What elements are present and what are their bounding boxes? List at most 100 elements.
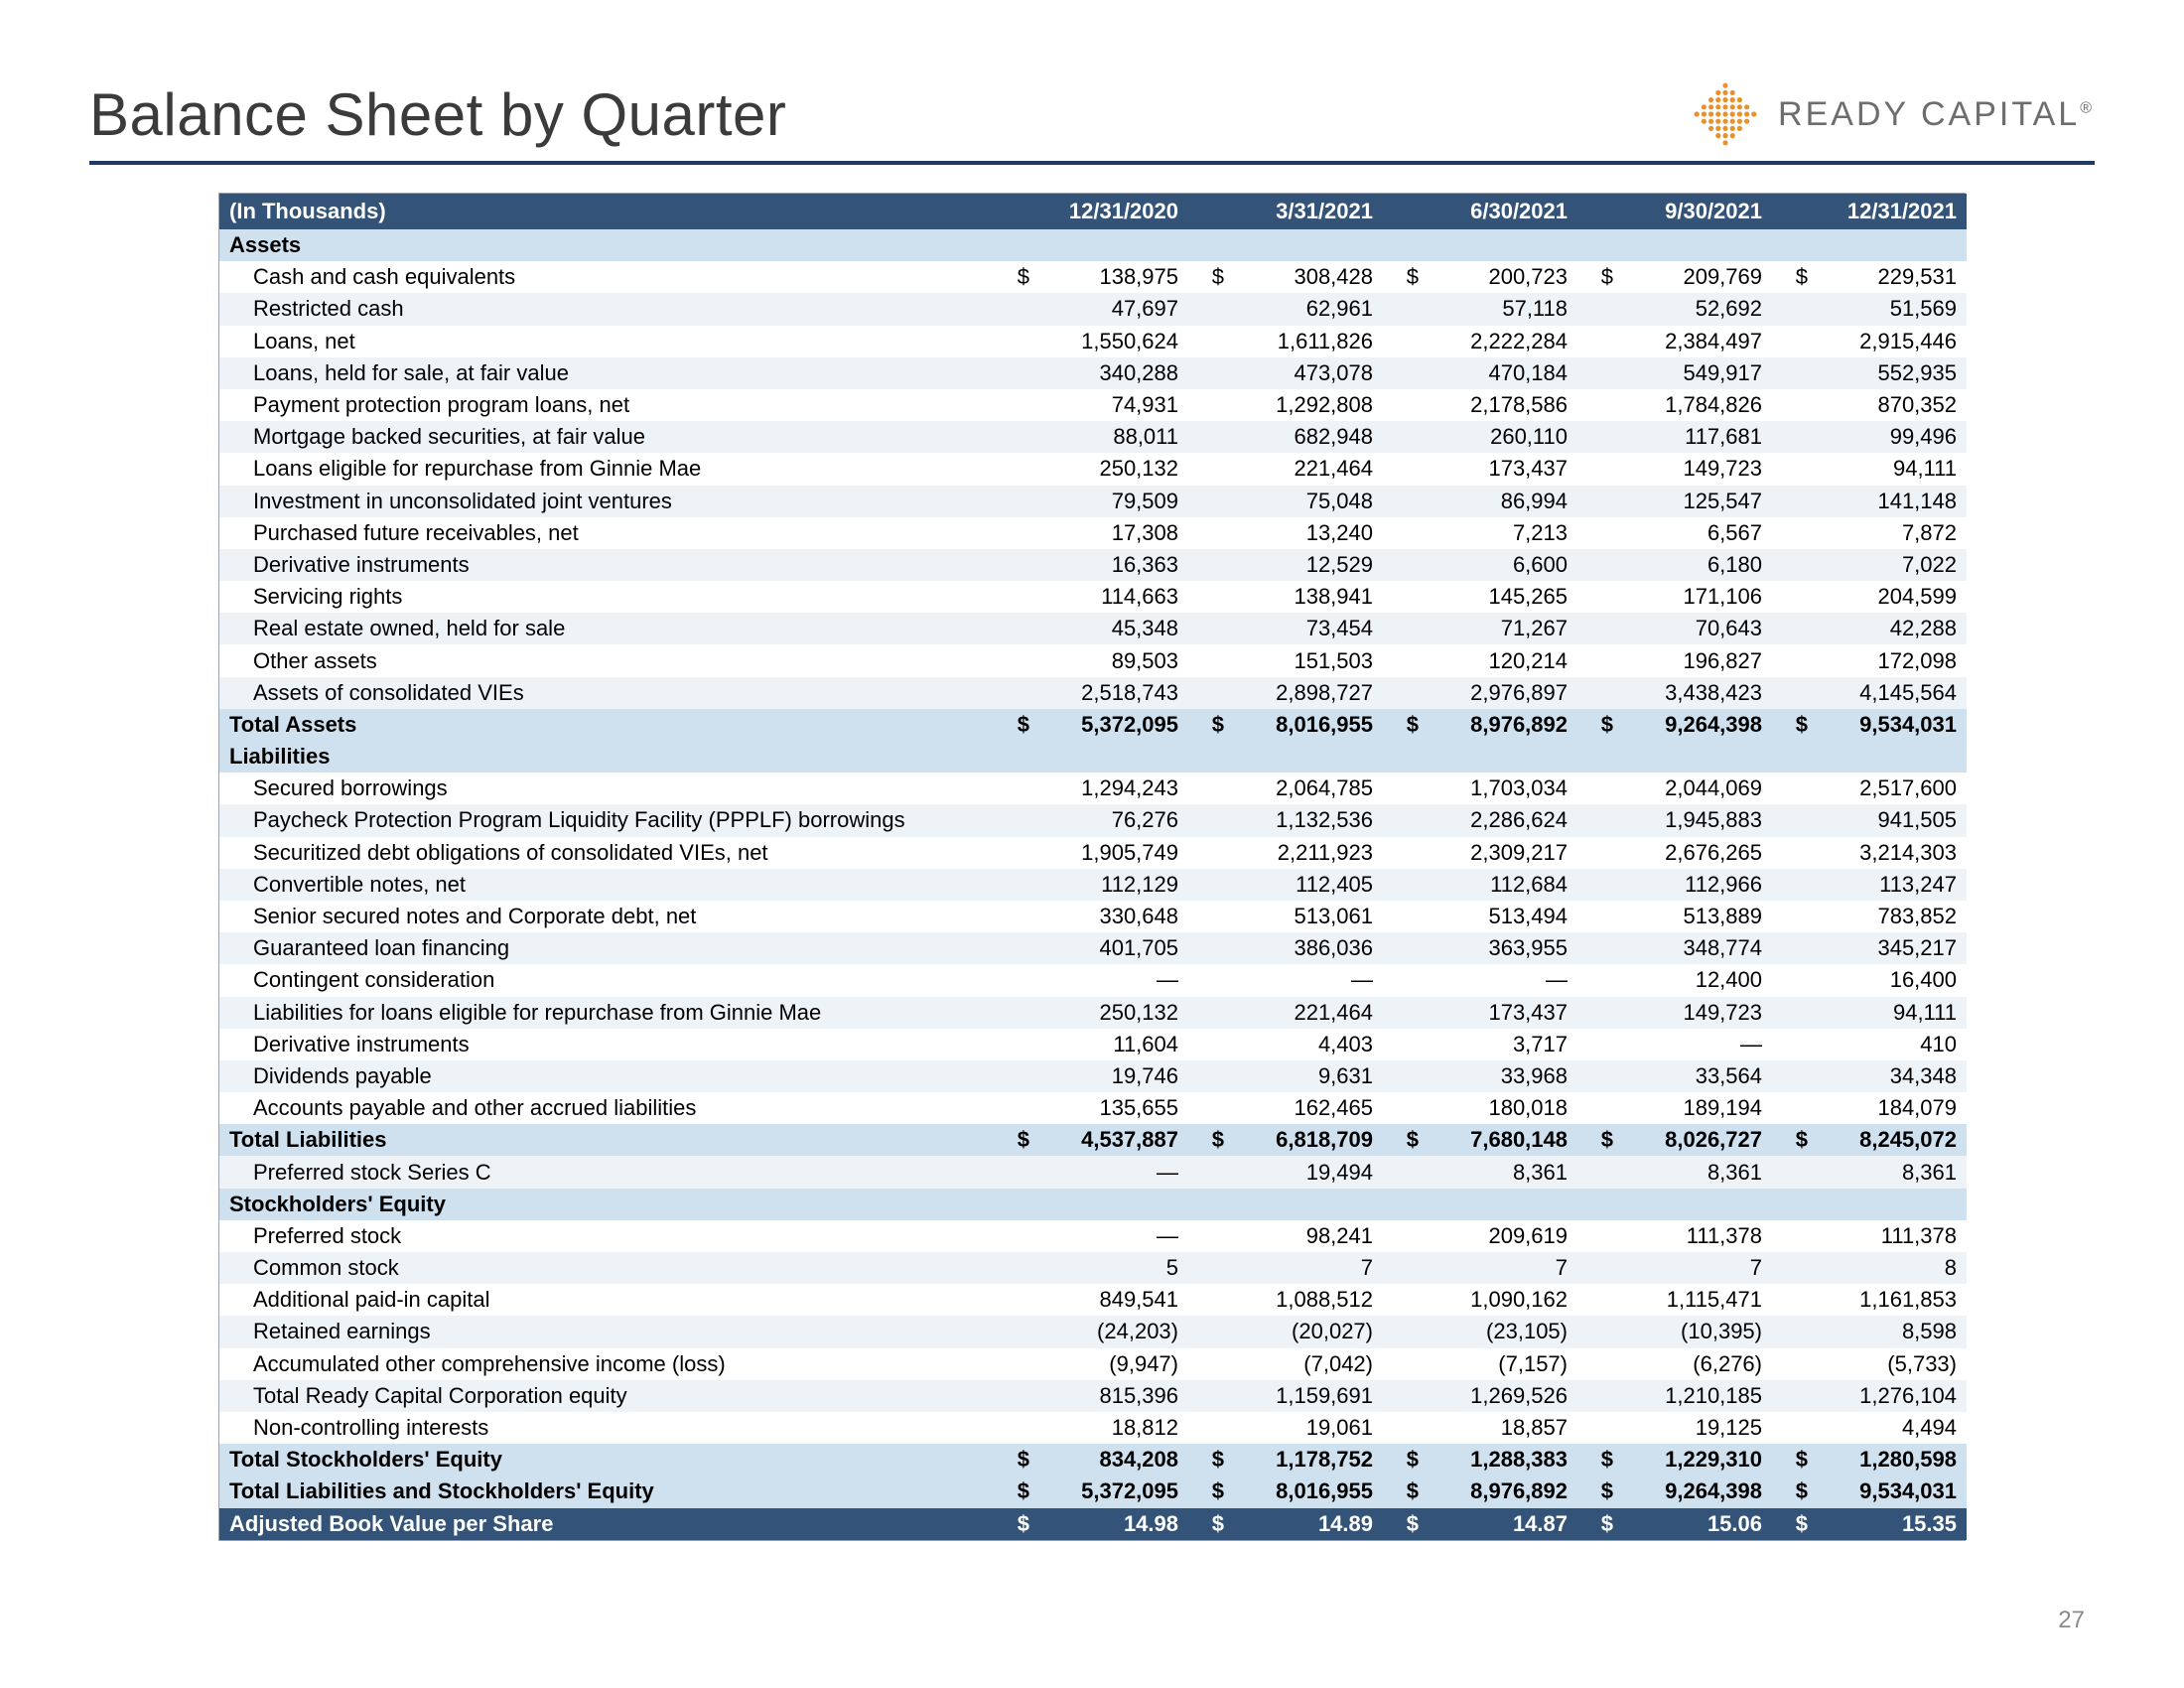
row-value: 171,106 xyxy=(1615,581,1772,613)
currency-symbol xyxy=(1577,1380,1615,1412)
row-label: Secured borrowings xyxy=(219,773,994,804)
currency-symbol: $ xyxy=(1772,1476,1810,1507)
row-value: 2,178,586 xyxy=(1421,389,1577,421)
row-value: 1,784,826 xyxy=(1615,389,1772,421)
row-value: 2,044,069 xyxy=(1615,773,1772,804)
currency-symbol xyxy=(1383,1316,1421,1347)
currency-symbol xyxy=(1772,869,1810,901)
row-value: 113,247 xyxy=(1810,869,1967,901)
row-value: — xyxy=(1031,964,1188,996)
currency-symbol: $ xyxy=(994,1476,1031,1507)
currency-symbol xyxy=(1772,549,1810,581)
row-value: 42,288 xyxy=(1810,613,1967,644)
row-value: 348,774 xyxy=(1615,932,1772,964)
currency-symbol xyxy=(1383,964,1421,996)
brand-logo-icon xyxy=(1691,79,1760,149)
currency-symbol xyxy=(1577,453,1615,485)
row-value: 4,494 xyxy=(1810,1412,1967,1444)
currency-symbol xyxy=(994,613,1031,644)
row-value: 8,361 xyxy=(1810,1156,1967,1188)
row-value: 513,889 xyxy=(1615,901,1772,932)
row-value: 138,941 xyxy=(1226,581,1383,613)
row-value: 7,872 xyxy=(1810,517,1967,549)
currency-symbol: $ xyxy=(1188,1476,1226,1507)
row-label: Liabilities for loans eligible for repur… xyxy=(219,997,994,1029)
table-row: Assets of consolidated VIEs2,518,7432,89… xyxy=(219,677,1967,709)
row-value: 19,061 xyxy=(1226,1412,1383,1444)
row-value: 9,534,031 xyxy=(1810,709,1967,741)
currency-symbol xyxy=(994,421,1031,453)
row-label: Cash and cash equivalents xyxy=(219,261,994,293)
currency-symbol: $ xyxy=(1383,1124,1421,1156)
currency-symbol xyxy=(1383,357,1421,389)
table-row: Preferred stock Series C—19,4948,3618,36… xyxy=(219,1156,1967,1188)
row-value: 180,018 xyxy=(1421,1092,1577,1124)
row-value: 549,917 xyxy=(1615,357,1772,389)
currency-symbol xyxy=(1577,1060,1615,1092)
row-value: 1,269,526 xyxy=(1421,1380,1577,1412)
total-row: Total Liabilities$4,537,887$6,818,709$7,… xyxy=(219,1124,1967,1156)
row-value: 14.87 xyxy=(1421,1508,1577,1540)
currency-symbol: $ xyxy=(1383,709,1421,741)
row-value: 330,648 xyxy=(1031,901,1188,932)
row-label: Derivative instruments xyxy=(219,549,994,581)
currency-symbol xyxy=(1188,869,1226,901)
table-row: Securitized debt obligations of consolid… xyxy=(219,837,1967,869)
balance-sheet-table: (In Thousands)12/31/20203/31/20216/30/20… xyxy=(219,194,1967,1540)
header-label: (In Thousands) xyxy=(219,194,994,229)
currency-symbol xyxy=(1772,964,1810,996)
table-row: Loans, net1,550,6241,611,8262,222,2842,3… xyxy=(219,326,1967,357)
row-value: — xyxy=(1226,964,1383,996)
table-row: Servicing rights114,663138,941145,265171… xyxy=(219,581,1967,613)
currency-symbol xyxy=(1383,421,1421,453)
row-value: 1,288,383 xyxy=(1421,1444,1577,1476)
currency-symbol xyxy=(1188,1284,1226,1316)
currency-symbol xyxy=(1188,421,1226,453)
currency-symbol xyxy=(1577,1092,1615,1124)
currency-symbol xyxy=(994,997,1031,1029)
currency-symbol xyxy=(1577,357,1615,389)
row-value: 1,280,598 xyxy=(1810,1444,1967,1476)
row-value: 2,211,923 xyxy=(1226,837,1383,869)
currency-symbol xyxy=(994,964,1031,996)
currency-symbol xyxy=(1772,1284,1810,1316)
header-date: 12/31/2020 xyxy=(1031,194,1188,229)
section-row: Assets xyxy=(219,229,1967,261)
currency-symbol xyxy=(994,804,1031,836)
row-value: 125,547 xyxy=(1615,486,1772,517)
currency-symbol xyxy=(994,1156,1031,1188)
currency-symbol xyxy=(1383,1252,1421,1284)
currency-symbol xyxy=(1383,1380,1421,1412)
row-value: 308,428 xyxy=(1226,261,1383,293)
currency-symbol xyxy=(994,326,1031,357)
currency-symbol xyxy=(994,581,1031,613)
row-value: 8,361 xyxy=(1421,1156,1577,1188)
currency-symbol xyxy=(1383,453,1421,485)
currency-symbol xyxy=(1577,773,1615,804)
row-value: 941,505 xyxy=(1810,804,1967,836)
row-value: 3,438,423 xyxy=(1615,677,1772,709)
row-value: 2,286,624 xyxy=(1421,804,1577,836)
row-value: 204,599 xyxy=(1810,581,1967,613)
row-value: 870,352 xyxy=(1810,389,1967,421)
currency-symbol xyxy=(1188,1380,1226,1412)
row-value: 1,229,310 xyxy=(1615,1444,1772,1476)
row-value: 6,567 xyxy=(1615,517,1772,549)
currency-symbol xyxy=(1577,517,1615,549)
row-value: 250,132 xyxy=(1031,997,1188,1029)
row-value: 1,178,752 xyxy=(1226,1444,1383,1476)
table-row: Liabilities for loans eligible for repur… xyxy=(219,997,1967,1029)
row-value: 112,129 xyxy=(1031,869,1188,901)
row-label: Paycheck Protection Program Liquidity Fa… xyxy=(219,804,994,836)
header-sym xyxy=(1577,194,1615,229)
row-value: 7,213 xyxy=(1421,517,1577,549)
row-value: 260,110 xyxy=(1421,421,1577,453)
currency-symbol xyxy=(1577,1284,1615,1316)
currency-symbol xyxy=(994,901,1031,932)
row-value: 8,016,955 xyxy=(1226,1476,1383,1507)
currency-symbol xyxy=(1188,644,1226,676)
row-value: 363,955 xyxy=(1421,932,1577,964)
table-row: Guaranteed loan financing401,705386,0363… xyxy=(219,932,1967,964)
row-value: 6,180 xyxy=(1615,549,1772,581)
row-value: 2,384,497 xyxy=(1615,326,1772,357)
